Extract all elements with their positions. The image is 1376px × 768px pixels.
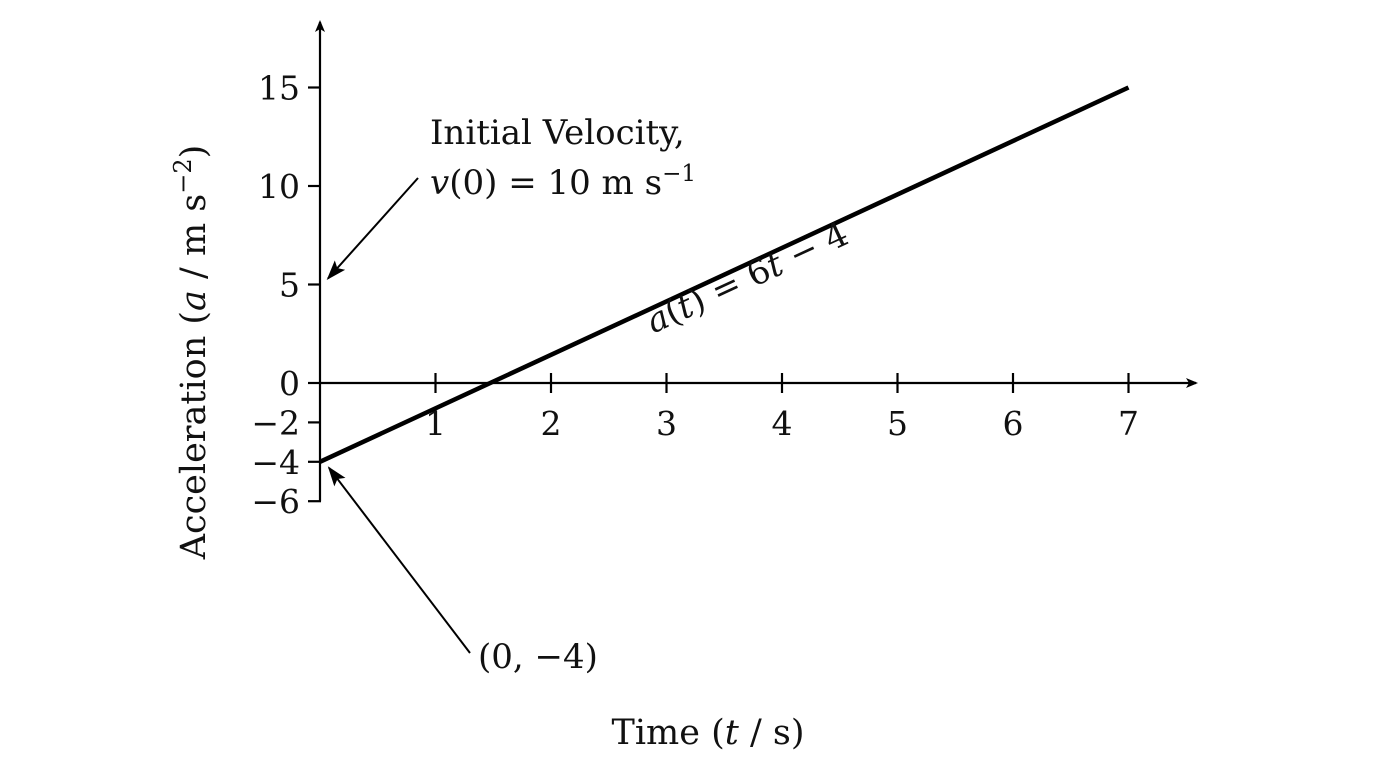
- y-tick-label-4: −2: [251, 403, 300, 442]
- x-tick-label-5: 5: [887, 404, 908, 443]
- series-label-rest: ) = 6: [683, 250, 777, 322]
- x-tick-label-1: 1: [425, 404, 446, 443]
- y-tick-label-6: −6: [251, 482, 300, 521]
- y-tick-label-3: 0: [279, 364, 300, 403]
- y-axis-title-var: a: [174, 290, 214, 311]
- x-tick-label-7: 7: [1118, 404, 1139, 443]
- annotation-start-point: (0, −4): [478, 637, 598, 677]
- annotation-initial-velocity-line2: v(0) = 10 m s−1: [430, 161, 696, 203]
- x-tick-label-2: 2: [541, 404, 562, 443]
- x-tick-label-6: 6: [1003, 404, 1024, 443]
- series-line-acceleration: [319, 85, 1130, 464]
- annotation-initial-velocity-arrow: [326, 177, 419, 280]
- x-axis-title: Time (t / s): [612, 713, 805, 753]
- y-tick-label-2: 5: [279, 266, 300, 305]
- annotation-start-point-arrow: [327, 466, 471, 654]
- y-axis-title-pre: Acceleration (: [174, 311, 214, 560]
- annotation-initial-velocity-line1: Initial Velocity,: [430, 113, 685, 153]
- x-axis-title-pre: Time (: [612, 713, 725, 753]
- y-axis-title-sup: −2: [169, 158, 197, 193]
- y-tick-label-1: 10: [258, 167, 300, 206]
- y-axis-title-close: ): [174, 145, 214, 159]
- annotation-velocity-sup: −1: [662, 161, 696, 187]
- y-tick-label-5: −4: [251, 443, 300, 482]
- annotation-velocity-rest: (0) = 10 m s: [449, 163, 662, 203]
- y-tick-label-0: 15: [258, 69, 300, 108]
- annotation-velocity-var: v: [430, 163, 449, 203]
- series-label: a(t) = 6t − 4: [640, 214, 854, 342]
- x-axis-title-var: t: [725, 713, 740, 753]
- y-axis-ticks: 15 10 5 0−2−4−6: [251, 69, 321, 521]
- y-axis-title: Acceleration (a / m s−2): [169, 145, 214, 561]
- x-tick-label-4: 4: [772, 404, 793, 443]
- series-label-tail: − 4: [773, 214, 855, 280]
- x-tick-label-3: 3: [656, 404, 677, 443]
- y-axis-title-unit: / m s: [174, 194, 214, 290]
- x-axis-title-post: / s): [739, 713, 805, 753]
- x-axis-ticks: 1 2 3 4 5 6 7: [425, 373, 1139, 443]
